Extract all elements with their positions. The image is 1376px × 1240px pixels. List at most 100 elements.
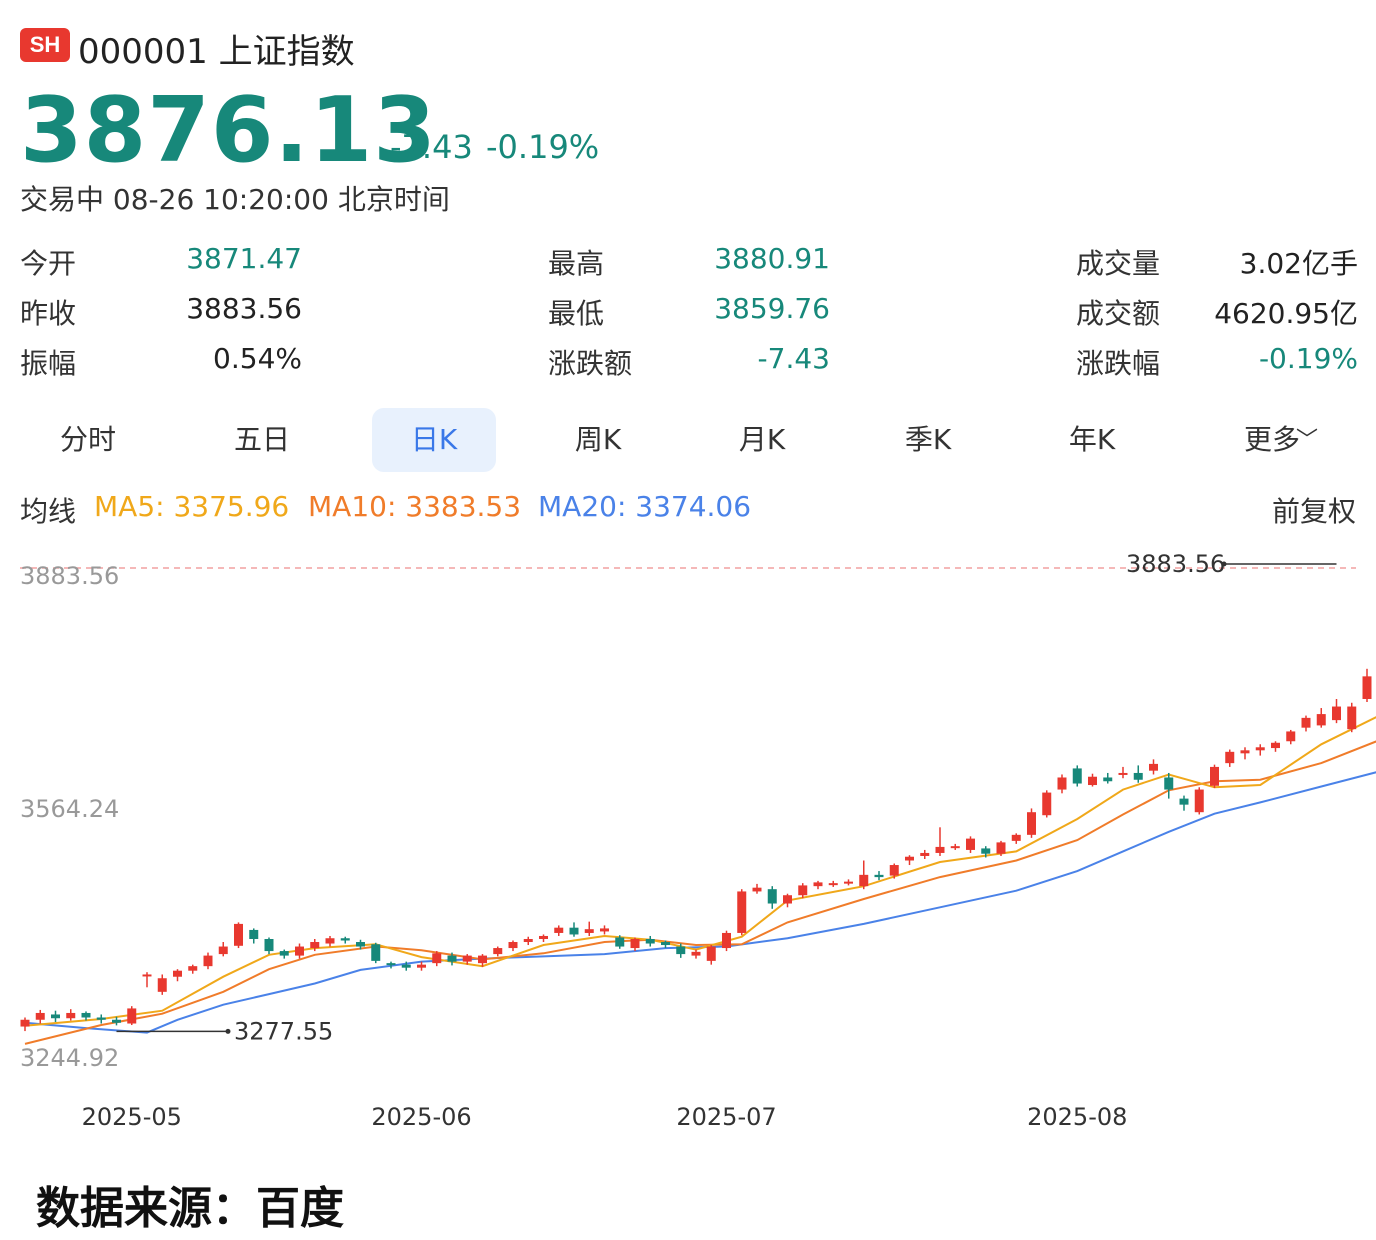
candle-body [1103,777,1113,782]
annotation-dot [225,1028,231,1034]
candle-body [51,1014,60,1019]
candle-body [889,865,899,876]
tab-0[interactable]: 分时 [59,423,116,456]
candle-body [783,895,792,904]
ma5-line [24,716,1376,1027]
stat-label: 最高 [548,247,605,280]
stat-label: 成交量 [1076,247,1161,280]
candle-body [676,946,686,955]
candle-body [752,887,762,892]
stat-label: 成交额 [1076,297,1161,330]
candle-body [798,885,808,896]
candle-body [1179,798,1189,805]
stat-value: 3883.56 [186,292,302,325]
y-tick-label: 3883.56 [20,562,119,590]
tab-7[interactable]: 更多 [1243,423,1300,456]
candle-body [279,951,289,956]
candle-body [1027,812,1036,835]
candle-body [569,927,579,935]
candle-body [218,946,228,955]
y-tick-label: 3564.24 [20,795,119,823]
candle-body [920,852,930,856]
adjust-toggle[interactable]: 前复权 [1272,495,1357,528]
candle-body [584,929,594,933]
candle-body [1301,717,1311,728]
candle-body [81,1012,91,1018]
tab-4[interactable]: 月K [738,423,786,456]
candle-body [1149,763,1158,771]
ma20-line [24,771,1376,1034]
x-tick-label: 2025-07 [676,1103,776,1131]
trading-status: 交易中 08-26 10:20:00 北京时间 [20,183,450,216]
stat-value: 4620.95亿 [1214,297,1358,330]
x-tick-label: 2025-08 [1027,1103,1127,1131]
candle-body [386,963,396,966]
candle-body [813,882,823,887]
candle-body [767,889,777,904]
tab-2[interactable]: 日K [372,408,496,472]
candle-body [264,938,274,952]
data-source: 数据来源：百度 [36,1183,344,1234]
stat-label: 涨跌幅 [1076,347,1161,380]
candle-body [600,928,609,932]
tab-5[interactable]: 季K [904,423,952,456]
tab-3[interactable]: 周K [574,423,622,456]
y-tick-label: 3244.92 [20,1044,119,1072]
stat-value: 0.54% [213,342,302,375]
stat-value: -0.19% [1258,342,1358,375]
candle-body [539,935,548,939]
stat-label: 今开 [20,247,77,280]
stat-label: 振幅 [20,347,77,380]
candle-body [20,1019,30,1027]
max-annotation: 3883.56 [1126,550,1225,578]
stat-label: 涨跌额 [548,347,633,380]
candle-body [96,1017,106,1020]
candle-body [157,978,167,992]
candle-body [691,951,701,956]
tab-6[interactable]: 年K [1068,423,1116,456]
candle-body [1225,751,1235,764]
candle-body [661,942,670,946]
candle-body [706,946,716,961]
candle-body [722,932,731,949]
candle-body [173,970,182,977]
candle-body [1164,777,1174,790]
candle-body [35,1012,45,1020]
candle-body [1072,768,1082,784]
stock-title: 000001 上证指数 [78,32,355,72]
candle-body [66,1012,76,1019]
candle-body [432,953,442,964]
stat-value: 3859.76 [714,292,830,325]
exchange-badge: SH [20,28,70,62]
candle-body [966,838,975,850]
candle-body [1057,777,1067,790]
candle-body [417,964,426,968]
candle-body [295,946,304,956]
candle-body [554,927,564,933]
candle-body [950,846,960,849]
candle-body [1255,747,1265,751]
candle-body [996,842,1006,854]
min-annotation: 3277.55 [234,1017,333,1045]
candle-body [1347,706,1357,730]
candle-body [828,883,838,886]
ma-label: 均线 [20,495,77,528]
candle-body [859,874,869,887]
stat-label: 昨收 [20,297,77,330]
candle-body [615,937,625,947]
ma10-value: MA10: 3383.53 [308,490,522,523]
candle-body [630,938,640,949]
candle-body [325,938,335,944]
candle-body [447,955,457,962]
candle-body [935,846,945,853]
candle-body [737,891,747,933]
ma10-line [24,740,1376,1045]
candle-body [340,938,350,941]
candle-body [874,874,884,878]
tab-1[interactable]: 五日 [233,423,290,456]
candle-body [645,938,655,944]
chevron-down-icon: ﹀ [1296,428,1319,453]
price-change-pct: -0.19% [486,128,600,166]
candle-body [356,942,365,947]
